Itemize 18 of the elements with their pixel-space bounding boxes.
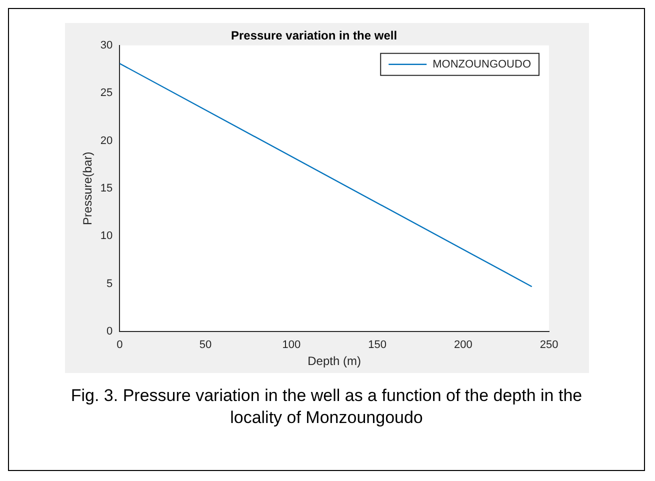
y-tick-label: 20 [100, 134, 113, 147]
x-tick-label: 0 [116, 339, 123, 352]
y-tick-label: 15 [100, 182, 113, 194]
y-tick-label: 25 [100, 87, 113, 100]
y-tick-label: 10 [100, 230, 113, 242]
x-tick-label: 50 [199, 339, 212, 352]
caption: Fig. 3. Pressure variation in the well as a function of the depth in the locality of Monzoungoudo [70, 385, 584, 429]
x-tick-label: 250 [540, 339, 558, 352]
y-tick-label: 0 [106, 325, 113, 338]
x-tick-label: 200 [454, 339, 472, 352]
x-axis-title: Depth (m) [308, 354, 361, 368]
y-axis-title: Pressure(bar) [80, 152, 95, 226]
x-tick-label: 150 [368, 339, 386, 352]
y-tick-label: 30 [100, 39, 113, 52]
legend-label: MONZOUNGOUDO [432, 58, 532, 70]
x-tick-label: 100 [282, 339, 301, 352]
y-tick-label: 5 [106, 278, 113, 290]
chart-title: Pressure variation in the well [230, 28, 398, 43]
